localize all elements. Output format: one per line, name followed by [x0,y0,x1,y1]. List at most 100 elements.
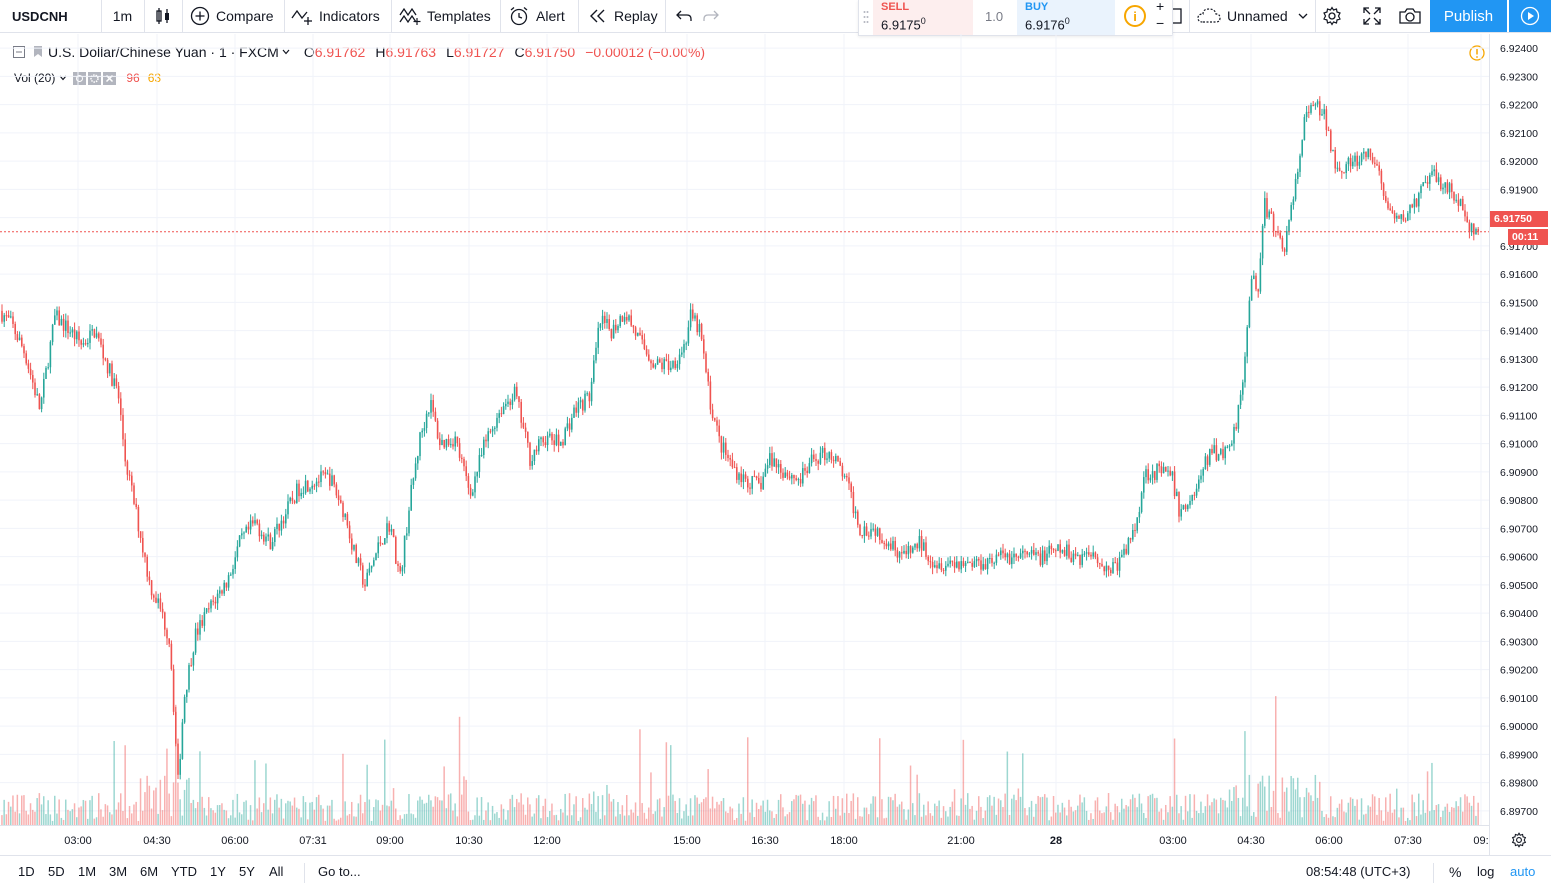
quantity-field[interactable]: 1.0 [985,9,1004,24]
volume-bar [170,816,173,825]
volume-bar [1473,795,1475,825]
candle-body [1145,469,1147,478]
volume-bar [36,798,38,825]
goto-button[interactable]: Go to... [318,864,361,879]
bottom-toolbar: 1D 5D 1M 3M 6M YTD 1Y 5Y All Go to... 08:54:48 (… [0,855,1551,889]
candle-body [80,340,82,345]
volume-bar [1171,806,1174,825]
symbol-search[interactable]: USDCNH [0,0,100,32]
volume-bar [230,815,232,825]
range-button-3m[interactable]: 3M [109,864,128,879]
volume-bar [65,799,67,825]
range-button-5y[interactable]: 5Y [239,864,255,879]
replay-button[interactable]: Replay [588,0,658,32]
clock-timezone[interactable]: 08:54:48 (UTC+3) [1306,864,1411,879]
candle-body [674,360,676,369]
candle-body [632,325,635,328]
auto-toggle[interactable]: auto [1510,864,1536,879]
candle-body [696,315,698,333]
volume-bar [498,817,500,825]
increase-button[interactable]: + [1156,0,1165,14]
candle-body [276,523,278,530]
play-button[interactable] [1509,0,1551,32]
volume-bar [1206,794,1209,825]
sell-button[interactable]: SELL 6.91750 [873,0,973,35]
range-button-all[interactable]: All [269,864,284,879]
flag-icon[interactable] [33,45,43,59]
volume-bar [18,813,21,825]
warning-icon[interactable] [1469,45,1485,61]
volume-label[interactable]: Vol (20) [14,71,56,85]
candle-body [38,394,41,410]
range-button-1d[interactable]: 1D [18,864,35,879]
undo-button[interactable] [673,0,695,32]
volume-bar [573,804,575,825]
gear-icon[interactable] [1511,832,1527,848]
candle-body [487,431,489,442]
candle-body [931,561,934,568]
candle-body [740,473,742,483]
volume-bar [1138,793,1141,825]
volume-bar [357,803,360,825]
candle-body [551,433,553,441]
candle-body [1250,279,1253,301]
log-toggle[interactable]: log [1477,864,1495,879]
time-tick-label: 09:00 [376,835,404,847]
buy-button[interactable]: BUY 6.91760 [1017,0,1115,35]
alert-button[interactable]: Alert [508,0,565,32]
volume-bar [766,799,769,825]
layout-menu[interactable]: Unnamed [1197,0,1308,32]
templates-button[interactable]: Templates [399,0,491,32]
range-button-1m[interactable]: 1M [78,864,97,879]
candle-body [1343,172,1345,174]
candle-body [263,534,265,542]
candle-body [384,538,386,545]
chevron-down-icon[interactable] [282,49,290,55]
volume-bar [80,806,82,825]
candle-body [1457,199,1460,206]
eye-icon[interactable] [73,71,87,85]
volume-bar [203,807,206,825]
range-button-ytd[interactable]: YTD [171,864,197,879]
redo-button[interactable] [700,0,722,32]
volume-bar [641,803,643,825]
candle-body [1140,492,1143,512]
settings-button[interactable] [1318,0,1346,32]
chevron-down-icon[interactable] [59,75,67,81]
volume-bar [287,800,289,825]
candle-body [835,455,837,462]
buy-label: BUY [1025,1,1049,13]
chart-style-button[interactable] [144,0,182,32]
range-button-1y[interactable]: 1Y [210,864,226,879]
price-chart[interactable]: 6.92400 6.92300 6.92200 6.92100 6.92000 6.919… [0,34,1551,855]
range-button-6m[interactable]: 6M [140,864,159,879]
drag-handle-icon[interactable] [863,10,869,24]
decrease-button[interactable]: − [1156,15,1165,31]
percent-toggle[interactable]: % [1449,864,1462,880]
fullscreen-button[interactable] [1358,0,1386,32]
volume-bar [973,819,976,825]
volume-bar [709,808,712,825]
indicators-button[interactable]: Indicators [291,0,380,32]
volume-bar [1136,807,1138,825]
range-button-5d[interactable]: 5D [48,864,65,879]
volume-bar [645,818,648,825]
volume-bar [5,814,8,825]
collapse-icon[interactable] [13,46,25,58]
volume-bar [522,804,525,825]
price-tick-label: 6.90100 [1500,693,1538,705]
volume-bar [307,819,309,825]
info-icon[interactable]: i [1124,5,1146,27]
candle-body [1358,161,1361,166]
candle-body [780,464,782,473]
interval-button[interactable]: 1m [101,0,144,32]
volume-bar [637,815,639,825]
volume-bar [1418,793,1420,825]
snapshot-button[interactable] [1396,0,1424,32]
volume-bar [98,793,100,825]
candle-body [887,543,890,547]
publish-button[interactable]: Publish [1430,0,1507,32]
volume-bar [1327,817,1330,825]
compare-button[interactable]: Compare [190,0,274,32]
gear-icon[interactable] [88,71,102,85]
